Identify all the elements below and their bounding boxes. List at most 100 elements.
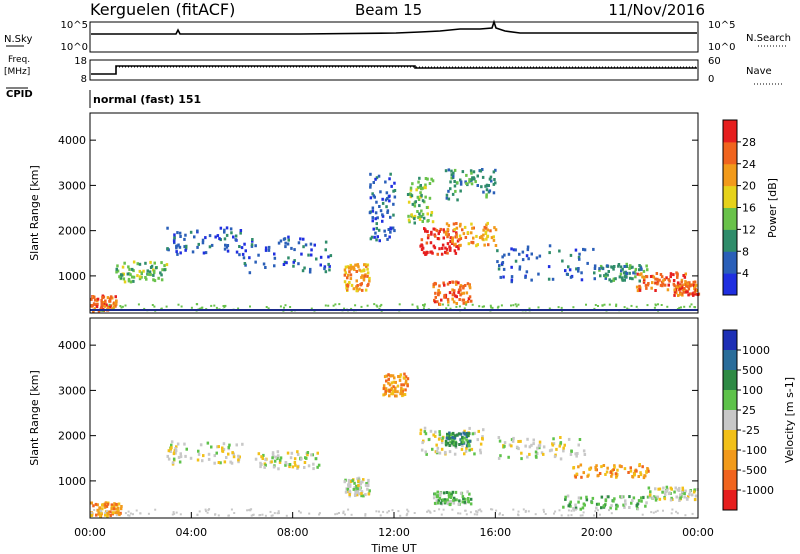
data-cell [196,458,200,462]
nsky-tick-bottom: 10^0 [61,42,88,53]
data-cell [610,504,613,508]
data-cell [389,374,393,378]
data-cell [664,490,668,493]
data-cell [191,250,195,254]
data-cell [279,456,283,460]
data-cell [353,481,356,485]
data-cell [553,455,557,459]
data-cell [189,456,193,460]
data-cell [238,245,241,248]
data-cell [366,481,370,485]
data-cell [316,465,319,469]
data-cell [456,433,459,437]
data-cell [386,389,390,393]
data-cell [201,241,205,245]
xtick-label: 04:00 [175,526,207,539]
data-cell [610,472,614,476]
data-cell [244,263,247,267]
data-cell [278,460,282,464]
data-cell [688,292,692,296]
data-cell [316,451,319,455]
data-cell [353,486,356,490]
data-cell [484,230,488,234]
data-cell [621,267,624,271]
data-cell [436,446,440,450]
data-cell [146,269,149,273]
data-cell [684,272,687,276]
data-cell [453,168,457,172]
data-cell [112,305,116,309]
data-cell [521,250,525,254]
data-cell [384,233,387,237]
data-cell [103,505,107,509]
data-cell [582,449,586,453]
data-cell [438,291,442,295]
data-cell [379,209,383,213]
data-cell [652,275,656,279]
data-cell [443,294,446,298]
data-cell [140,271,143,275]
data-cell [656,277,659,281]
data-cell [645,264,648,268]
data-cell [251,238,254,241]
nave-tick-top: 60 [708,56,721,67]
data-cell [436,490,439,494]
data-cell [184,454,187,458]
data-cell [475,234,478,238]
data-cell [449,248,452,252]
data-cell [481,237,484,241]
data-cell [678,486,681,490]
data-cell [273,252,276,256]
data-cell [451,293,455,297]
data-cell [344,271,347,275]
velocity-ylabel: Slant Range [km] [28,370,41,466]
data-cell [628,506,631,509]
data-cell [639,266,643,270]
data-cell [649,490,652,494]
data-cell [356,477,359,481]
data-cell [365,264,368,268]
data-cell [428,182,432,185]
data-cell [564,497,567,501]
data-cell [681,490,684,494]
data-cell [650,286,653,290]
data-cell [677,281,680,285]
data-cell [391,226,395,230]
data-cell [445,193,449,197]
data-cell [586,474,589,478]
data-cell [381,201,385,205]
data-cell [230,231,233,235]
data-cell [118,513,121,517]
data-cell [471,176,474,180]
data-cell [303,461,307,464]
data-cell [353,493,357,497]
data-cell [127,510,130,513]
data-cell [466,231,470,235]
data-cell [577,496,581,500]
data-cell [180,305,183,308]
data-cell [683,495,686,499]
data-cell [452,174,455,178]
data-cell [507,455,510,459]
data-cell [410,194,414,198]
colorbar-tick-label: 1000 [742,344,770,357]
data-cell [371,209,375,213]
data-cell [132,513,134,516]
data-cell [97,512,101,515]
data-cell [271,456,274,460]
data-cell [476,438,479,442]
data-cell [359,283,363,287]
data-cell [578,252,581,256]
data-cell [544,513,547,515]
data-cell [520,457,523,461]
data-cell [221,446,224,450]
data-cell [373,303,376,306]
data-cell [453,228,456,231]
data-cell [510,444,513,448]
data-cell [366,304,369,307]
data-cell [390,184,393,188]
data-cell [108,299,111,303]
data-cell [586,261,589,265]
data-cell [210,445,213,449]
data-cell [279,239,283,243]
